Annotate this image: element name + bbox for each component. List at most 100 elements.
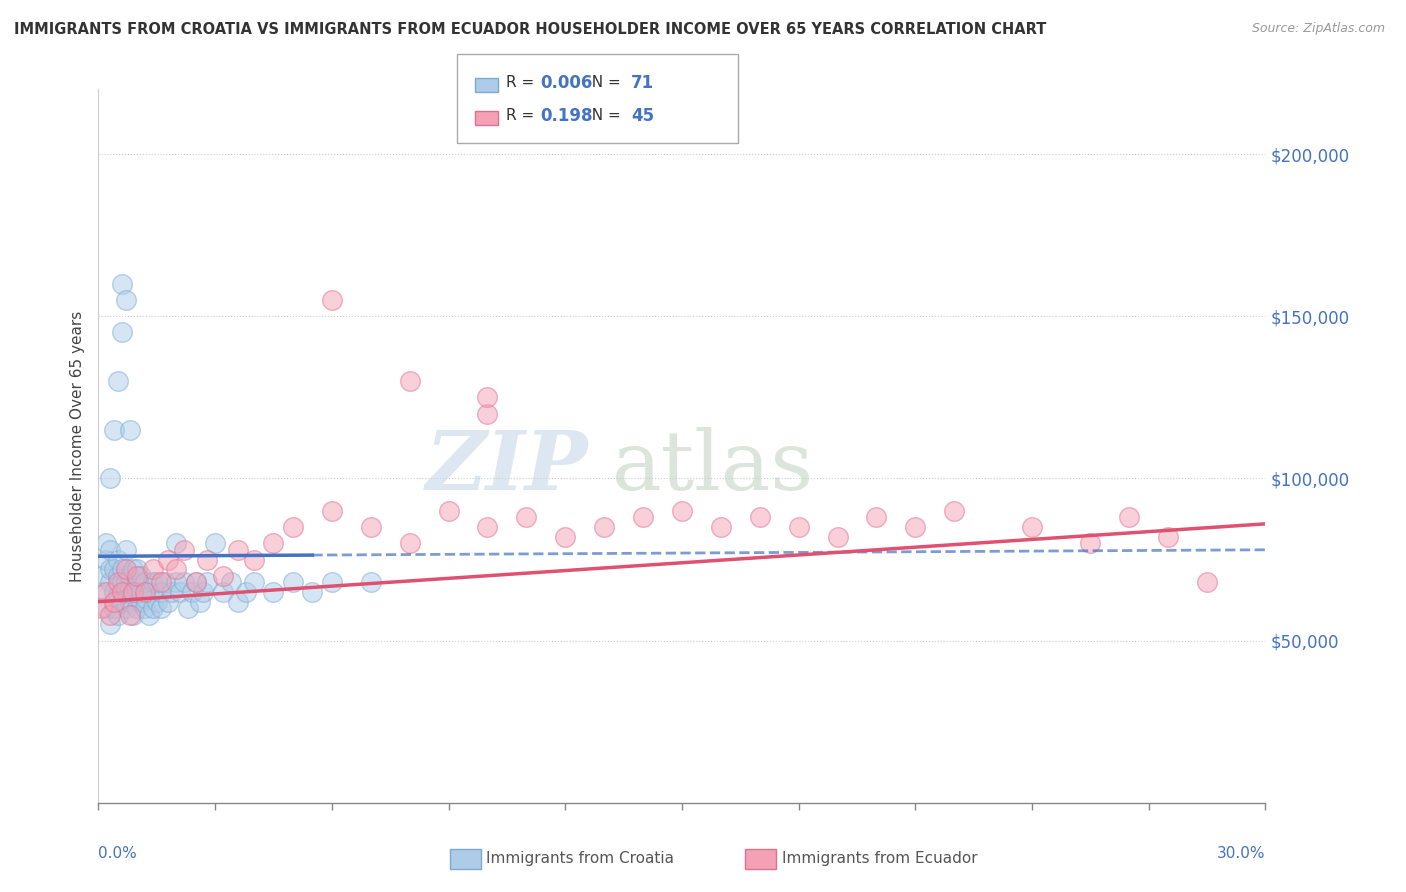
Point	[149, 601, 172, 615]
Point	[134, 601, 156, 615]
Point	[243, 552, 266, 566]
Point	[173, 542, 195, 557]
Point	[111, 595, 134, 609]
Point	[228, 595, 250, 609]
Point	[103, 562, 125, 576]
Text: 71: 71	[631, 74, 654, 92]
Point	[103, 601, 125, 615]
Point	[134, 585, 156, 599]
Point	[827, 530, 849, 544]
Point	[477, 390, 499, 404]
Point	[165, 562, 187, 576]
Point	[262, 536, 284, 550]
Point	[437, 504, 460, 518]
Point	[188, 595, 211, 609]
Point	[142, 575, 165, 590]
Point	[127, 562, 149, 576]
Point	[107, 588, 129, 602]
Point	[111, 585, 134, 599]
Point	[515, 510, 537, 524]
Point	[96, 601, 118, 615]
Point	[114, 562, 136, 576]
Point	[195, 575, 218, 590]
Point	[162, 585, 184, 599]
Point	[134, 591, 156, 606]
Point	[103, 595, 125, 609]
Point	[631, 510, 654, 524]
Point	[96, 585, 118, 599]
Point	[91, 585, 114, 599]
Point	[193, 585, 215, 599]
Point	[281, 520, 304, 534]
Point	[127, 575, 149, 590]
Point	[184, 575, 207, 590]
Point	[149, 585, 172, 599]
Text: 0.0%: 0.0%	[98, 846, 138, 861]
Point	[103, 423, 125, 437]
Point	[122, 562, 145, 576]
Point	[477, 520, 499, 534]
Text: N =: N =	[582, 109, 626, 123]
Text: Source: ZipAtlas.com: Source: ZipAtlas.com	[1251, 22, 1385, 36]
Point	[212, 585, 235, 599]
Point	[122, 588, 145, 602]
Point	[360, 575, 382, 590]
Point	[107, 607, 129, 622]
Point	[129, 585, 152, 599]
Text: 30.0%: 30.0%	[1218, 846, 1265, 861]
Point	[184, 575, 207, 590]
Point	[96, 536, 118, 550]
Point	[118, 423, 141, 437]
Point	[281, 575, 304, 590]
Point	[169, 585, 191, 599]
Text: R =: R =	[506, 109, 540, 123]
Point	[98, 607, 121, 622]
Point	[149, 575, 172, 590]
Point	[142, 562, 165, 576]
Point	[904, 520, 927, 534]
Point	[177, 601, 200, 615]
Point	[118, 568, 141, 582]
Point	[321, 575, 343, 590]
Point	[111, 277, 134, 291]
Text: 0.006: 0.006	[540, 74, 592, 92]
Point	[165, 536, 187, 550]
Text: atlas: atlas	[612, 427, 814, 508]
Point	[146, 595, 169, 609]
Point	[98, 562, 121, 576]
Text: ZIP: ZIP	[426, 427, 589, 508]
Point	[477, 407, 499, 421]
Point	[122, 585, 145, 599]
Point	[111, 562, 134, 576]
Point	[122, 607, 145, 622]
Point	[91, 601, 114, 615]
Point	[180, 585, 202, 599]
Point	[146, 575, 169, 590]
Point	[96, 552, 118, 566]
Point	[1080, 536, 1102, 550]
Point	[127, 568, 149, 582]
Point	[98, 542, 121, 557]
Point	[398, 536, 420, 550]
Text: IMMIGRANTS FROM CROATIA VS IMMIGRANTS FROM ECUADOR HOUSEHOLDER INCOME OVER 65 YE: IMMIGRANTS FROM CROATIA VS IMMIGRANTS FR…	[14, 22, 1046, 37]
Point	[111, 575, 134, 590]
Point	[114, 601, 136, 615]
Point	[360, 520, 382, 534]
Point	[1157, 530, 1180, 544]
Point	[204, 536, 226, 550]
Text: Immigrants from Ecuador: Immigrants from Ecuador	[782, 851, 977, 865]
Point	[787, 520, 810, 534]
Point	[173, 575, 195, 590]
Point	[235, 585, 257, 599]
Point	[118, 607, 141, 622]
Point	[114, 293, 136, 307]
Point	[129, 595, 152, 609]
Point	[165, 575, 187, 590]
Point	[321, 504, 343, 518]
Point	[219, 575, 242, 590]
Point	[262, 585, 284, 599]
Text: 0.198: 0.198	[540, 107, 592, 125]
Point	[710, 520, 733, 534]
Point	[107, 575, 129, 590]
Point	[748, 510, 770, 524]
